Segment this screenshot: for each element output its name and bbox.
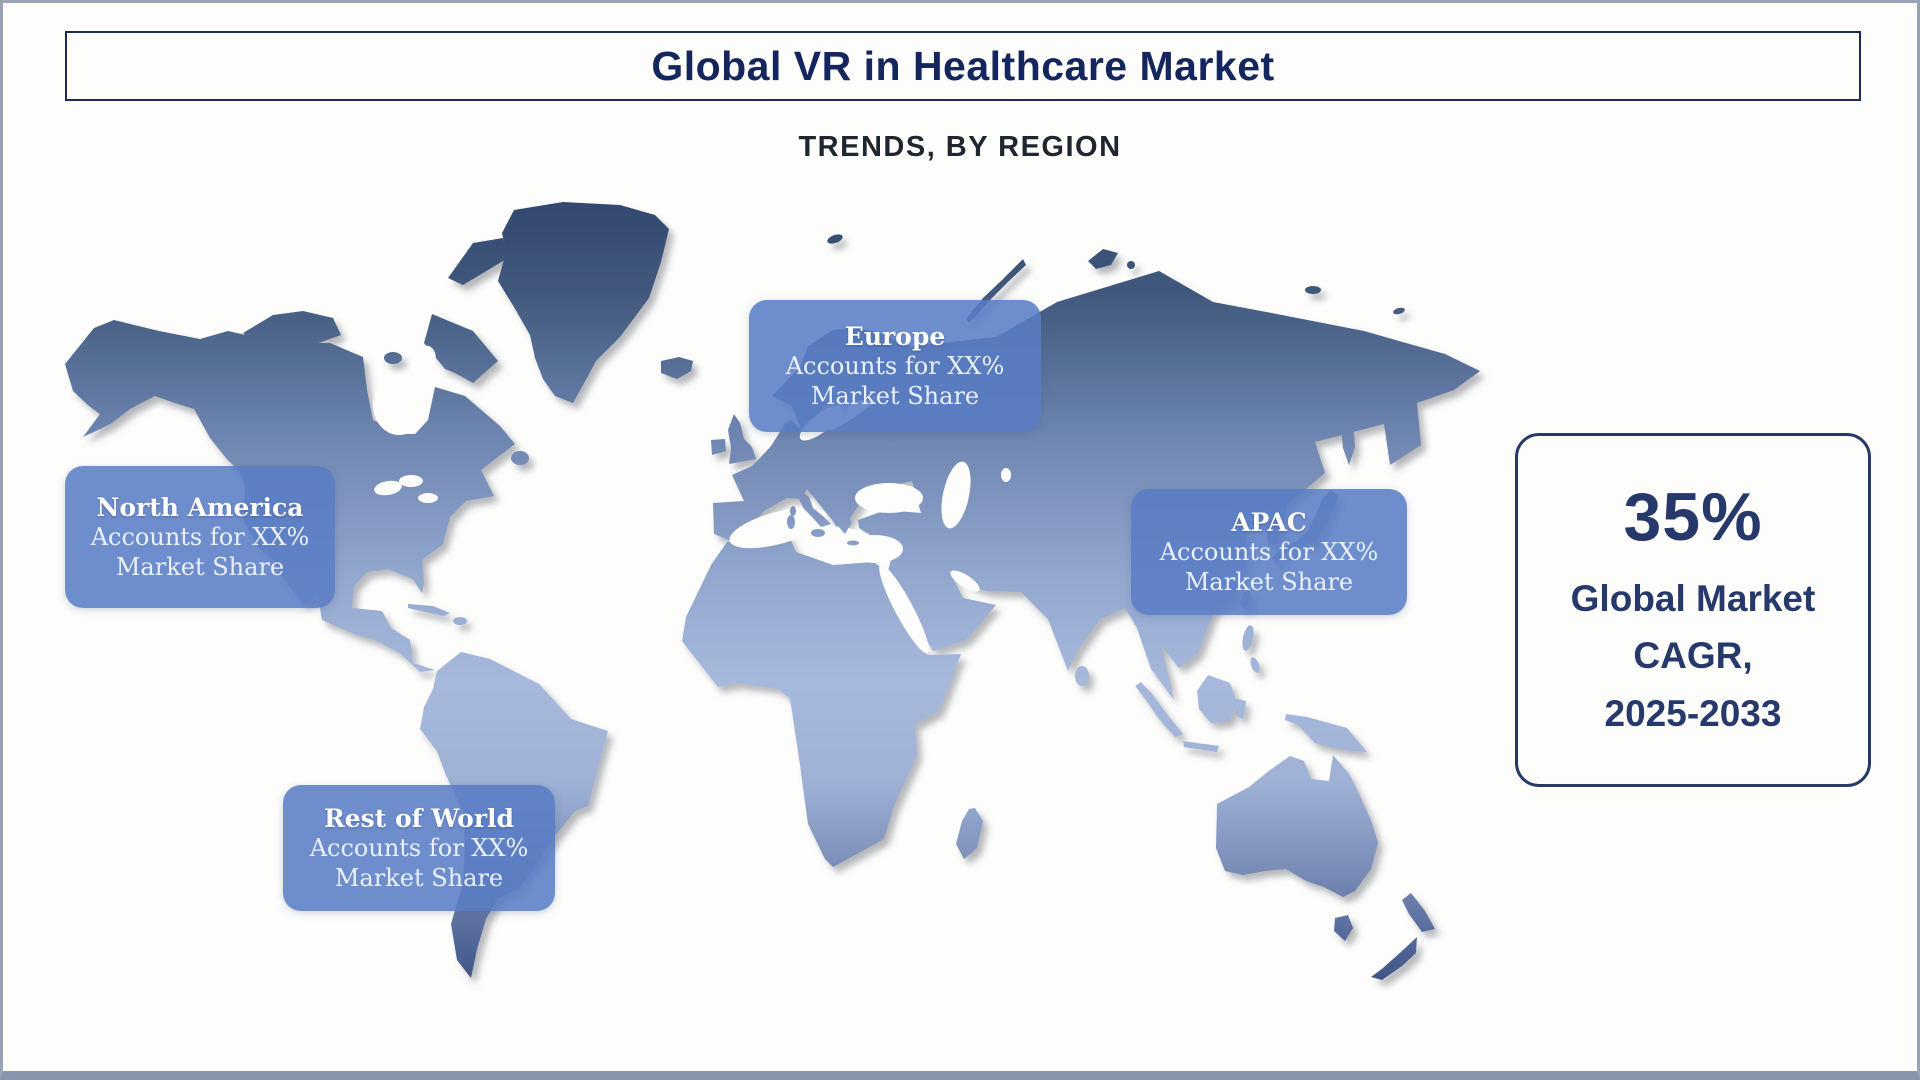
island-severnaya-zemlya — [1088, 249, 1118, 269]
callout-europe: Europe Accounts for XX% Market Share — [749, 300, 1041, 432]
island-sumatra — [1135, 682, 1183, 737]
island-luzon — [1242, 625, 1254, 651]
cagr-line2: CAGR, — [1633, 635, 1753, 677]
island-mindanao — [1250, 657, 1260, 673]
island-baffin — [424, 314, 498, 383]
continent-africa — [682, 534, 961, 867]
title-band: Global VR in Healthcare Market — [65, 31, 1861, 101]
region-name: Rest of World — [323, 804, 514, 834]
island-new-guinea — [1285, 714, 1367, 752]
great-lake-huron — [399, 475, 423, 487]
region-share-line2: Market Share — [1184, 567, 1354, 596]
region-name: Europe — [844, 322, 946, 352]
island-wrangel — [1393, 307, 1405, 315]
island-ellesmere — [448, 238, 508, 285]
sea-west-mediterranean — [729, 507, 827, 549]
region-share-line2: Market Share — [810, 381, 980, 410]
persian-gulf — [950, 570, 980, 592]
island-newfoundland — [511, 451, 529, 465]
continent-australia — [1216, 755, 1378, 897]
region-name: North America — [96, 493, 304, 523]
island-corsica — [790, 506, 796, 516]
callout-north-america: North America Accounts for XX% Market Sh… — [65, 466, 335, 608]
peninsula-greece — [832, 512, 852, 534]
island-cuba — [408, 604, 450, 616]
callout-apac: APAC Accounts for XX% Market Share — [1131, 489, 1407, 615]
island-ireland — [711, 439, 726, 455]
med-peninsulas — [787, 492, 859, 546]
island-sardinia — [787, 515, 795, 529]
region-share-line1: Accounts for XX% — [90, 523, 310, 552]
island-svalbard — [827, 234, 843, 244]
sea-caspian — [941, 461, 971, 529]
island-madagascar — [956, 808, 983, 859]
page-subtitle: TRENDS, BY REGION — [798, 131, 1122, 163]
region-share-line1: Accounts for XX% — [1159, 538, 1379, 567]
cagr-value: 35% — [1623, 478, 1763, 555]
island-sulawesi — [1233, 698, 1246, 719]
island-crete — [847, 540, 859, 546]
hudson-bay — [373, 375, 425, 435]
region-share-line2: Market Share — [115, 552, 285, 581]
island-new-siberian — [1305, 286, 1321, 294]
sea-aral — [1001, 468, 1011, 482]
region-share-line2: Market Share — [334, 863, 504, 892]
great-lake-superior — [374, 480, 402, 496]
island-sri-lanka — [1075, 666, 1089, 686]
island-java — [1183, 741, 1219, 752]
island-nz-south — [1371, 937, 1417, 980]
island-borneo — [1197, 675, 1237, 723]
region-share-line1: Accounts for XX% — [785, 352, 1005, 381]
island-sicily — [811, 529, 825, 537]
island-southampton — [384, 352, 402, 364]
island-tasmania — [1334, 915, 1353, 941]
sea-black — [855, 483, 923, 513]
island-nz-north — [1402, 893, 1435, 932]
arctic-islet — [1127, 261, 1135, 269]
foxe-basin — [410, 345, 436, 381]
peninsula-italy — [799, 492, 831, 527]
callout-rest-of-world: Rest of World Accounts for XX% Market Sh… — [283, 785, 555, 911]
island-victoria — [243, 311, 341, 345]
island-hainan — [1196, 616, 1206, 626]
island-greenland — [498, 202, 669, 403]
great-lake-erie — [418, 493, 438, 503]
cagr-line3: 2025-2033 — [1604, 692, 1782, 734]
cagr-line1: Global Market — [1570, 577, 1816, 619]
page-title: Global VR in Healthcare Market — [651, 42, 1275, 89]
region-share-line1: Accounts for XX% — [309, 834, 529, 863]
island-sakhalin — [1341, 418, 1355, 465]
sea-east-mediterranean — [847, 535, 903, 563]
island-iceland — [661, 357, 693, 379]
island-great-britain — [728, 414, 756, 464]
cagr-panel: 35% Global Market CAGR, 2025-2033 — [1515, 433, 1871, 787]
sea-red — [879, 564, 929, 654]
island-hispaniola — [453, 617, 467, 625]
region-name: APAC — [1231, 508, 1307, 538]
